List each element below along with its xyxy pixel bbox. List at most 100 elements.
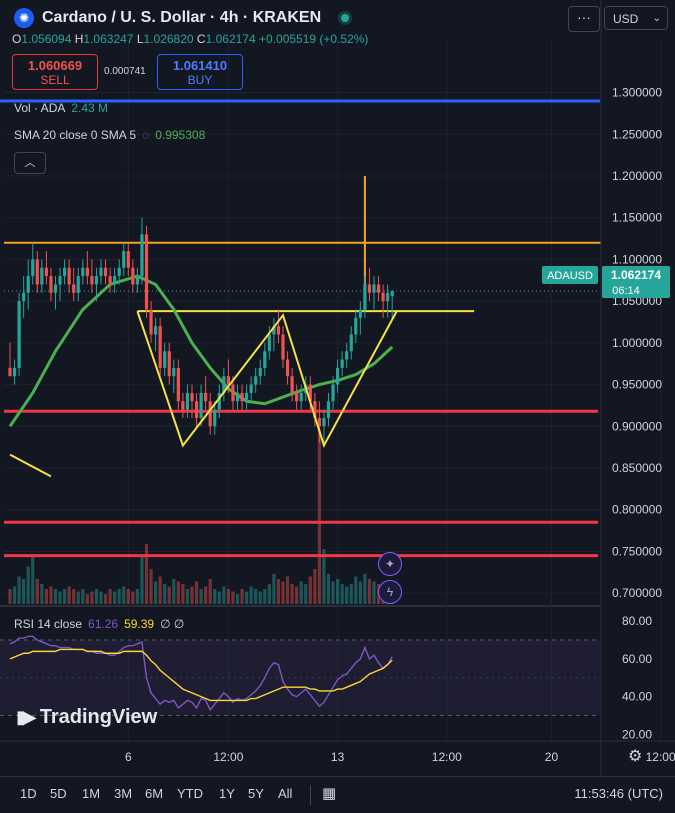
- volume-bar: [258, 591, 262, 604]
- pattern-zigzag: [136, 310, 398, 449]
- volume-bar: [199, 589, 203, 604]
- candle-body: [276, 326, 281, 335]
- volume-bar: [285, 576, 290, 604]
- tradingview-logo[interactable]: ▮▶ TradingView: [16, 706, 157, 729]
- candle-body: [190, 392, 194, 402]
- rsi-pane: [0, 635, 600, 716]
- symbol-tag: [542, 266, 598, 284]
- high-value: 1.063247: [83, 32, 134, 46]
- logo-text: TradingView: [39, 706, 158, 728]
- candle-body: [217, 392, 221, 410]
- volume-bar: [58, 591, 62, 604]
- range-all[interactable]: All: [278, 786, 293, 801]
- sma-label: SMA 20 close 0 SMA 5: [14, 128, 137, 142]
- sma-legend[interactable]: SMA 20 close 0 SMA 5 ◌ 0.995308: [14, 128, 205, 142]
- candle-body: [53, 284, 58, 293]
- time-tick-label: 12:00: [213, 750, 243, 764]
- volume-bar: [245, 591, 249, 604]
- range-1m[interactable]: 1M: [82, 786, 101, 801]
- horizontal-levels[interactable]: [0, 99, 602, 558]
- buy-button[interactable]: 1.061410 BUY: [157, 54, 243, 90]
- sma-value: 0.995308: [155, 128, 206, 142]
- volume-bar: [213, 589, 217, 604]
- candle-body: [386, 292, 390, 302]
- candle-body: [208, 401, 212, 427]
- candle-body: [372, 284, 376, 293]
- lightning-icon[interactable]: ϟ: [378, 580, 402, 604]
- bottom-toolbar: 1D 5D 1M 3M 6M YTD 1Y 5Y All ▦ 11:53:46 …: [0, 776, 675, 813]
- pattern-drawing[interactable]: [9, 310, 398, 478]
- volume-bar: [217, 591, 221, 604]
- range-3m[interactable]: 3M: [114, 786, 133, 801]
- candle-body: [281, 334, 285, 360]
- candle-body: [26, 276, 30, 293]
- countdown-text: 06:14: [612, 285, 640, 297]
- candle-body: [313, 401, 317, 418]
- rsi-extra-values: ∅ ∅: [160, 617, 185, 631]
- candle-body: [81, 267, 85, 277]
- range-1d[interactable]: 1D: [20, 786, 37, 801]
- sma-polyline: [8, 274, 394, 428]
- volume-legend[interactable]: Vol · ADA 2.43 M: [14, 101, 108, 115]
- volume-bar: [326, 574, 331, 604]
- volume-bar: [40, 584, 44, 604]
- loading-spinner-icon: ◌: [142, 128, 150, 142]
- volume-bar: [345, 586, 349, 604]
- spread-value: 0.000741: [104, 66, 146, 77]
- candle-body: [363, 284, 367, 310]
- candle-body: [295, 392, 299, 402]
- candle-body: [99, 267, 103, 277]
- candle-body: [285, 359, 290, 377]
- volume-bar: [172, 579, 176, 604]
- candle-body: [85, 267, 89, 277]
- toolbar-divider: [310, 785, 311, 805]
- candle-body: [35, 259, 39, 285]
- candle-body: [140, 234, 144, 277]
- candle-body: [44, 267, 48, 277]
- time-axis[interactable]: 6 12:00 13 12:00 20 12:00: [125, 750, 675, 764]
- range-ytd[interactable]: YTD: [177, 786, 203, 801]
- candle-body: [31, 259, 35, 277]
- gear-icon[interactable]: ⚙: [628, 748, 643, 765]
- chevron-down-icon: ⌄: [652, 13, 661, 24]
- range-5y[interactable]: 5Y: [248, 786, 264, 801]
- volume-bar: [235, 594, 240, 604]
- candle-body: [172, 367, 176, 377]
- candle-body: [249, 384, 253, 393]
- volume-bar: [240, 589, 244, 604]
- price-tick-label: 0.900000: [612, 419, 662, 433]
- sell-button[interactable]: 1.060669 SELL: [12, 54, 98, 90]
- candle-body: [108, 276, 112, 285]
- candle-body: [322, 417, 326, 427]
- price-axis[interactable]: 1.300000 1.250000 1.200000 1.150000 1.100000…: [600, 0, 662, 776]
- close-value: 1.062174: [205, 32, 256, 46]
- clock-readout[interactable]: 11:53:46 (UTC): [574, 786, 663, 801]
- pattern-tail: [9, 453, 52, 478]
- more-options-button[interactable]: ···: [568, 6, 600, 32]
- candle-body: [345, 351, 349, 360]
- time-tick-label: 13: [331, 750, 345, 764]
- rsi-legend[interactable]: RSI 14 close 61.26 59.39 ∅ ∅: [14, 617, 184, 631]
- last-price-text: 1.062174: [611, 268, 661, 282]
- symbol-title[interactable]: Cardano / U. S. Dollar · 4h · KRAKEN: [42, 9, 322, 26]
- volume-bar: [299, 581, 303, 604]
- range-6m[interactable]: 6M: [145, 786, 164, 801]
- range-5d[interactable]: 5D: [50, 786, 67, 801]
- candle-body: [245, 392, 249, 402]
- range-1y[interactable]: 1Y: [219, 786, 235, 801]
- price-tick-label: 1.100000: [612, 252, 662, 266]
- sparkle-icon[interactable]: ✦: [378, 552, 402, 576]
- price-tick-label: 0.750000: [612, 544, 662, 558]
- rsi-value: 61.26: [88, 617, 119, 631]
- currency-select[interactable]: USD ⌄: [604, 6, 668, 30]
- candle-body: [290, 376, 294, 393]
- volume-bar: [254, 589, 258, 604]
- candle-body: [90, 276, 94, 285]
- candle-body: [204, 392, 208, 402]
- candle-body: [67, 267, 71, 285]
- calendar-icon[interactable]: ▦: [322, 785, 337, 802]
- candle-body: [40, 267, 44, 285]
- candle-body: [158, 326, 162, 368]
- collapse-legend-button[interactable]: ︿: [14, 152, 46, 174]
